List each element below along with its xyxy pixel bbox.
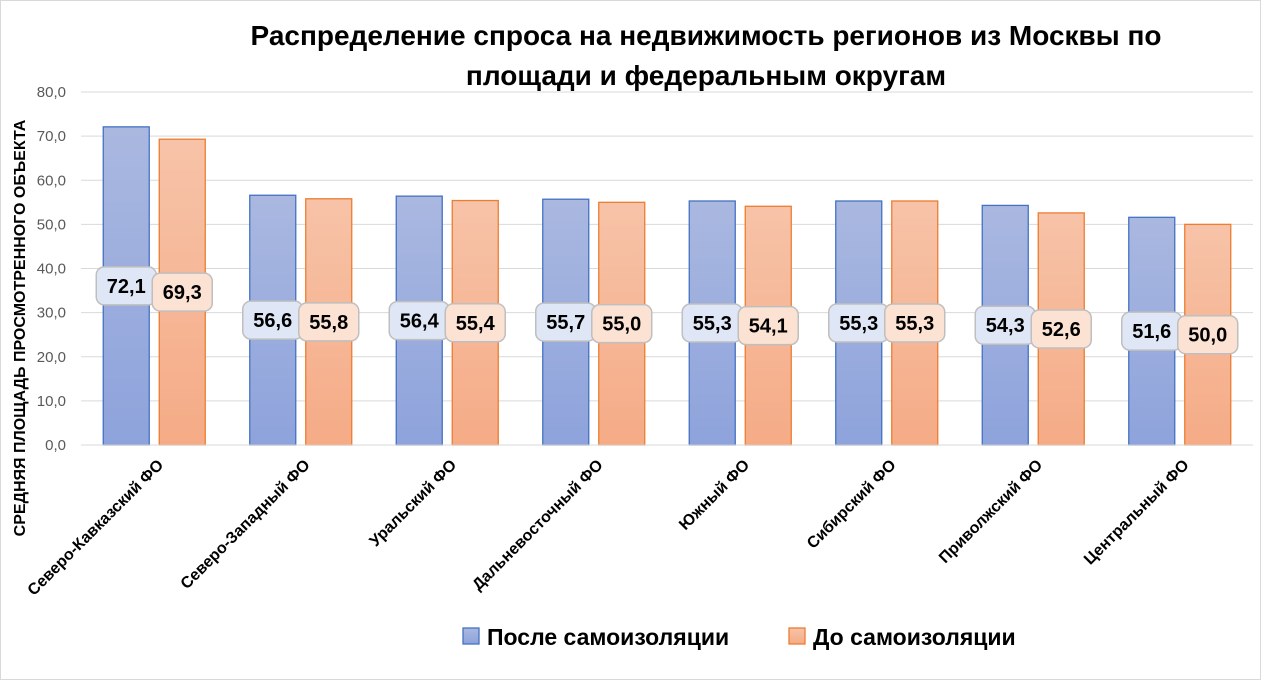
- y-tick-label: 30,0: [37, 305, 66, 322]
- y-axis-ticks: 0,0 10,0 20,0 30,0 40,0 50,0 60,0 70,0 80,0: [37, 84, 66, 454]
- data-labels: 72,1 69,3 56,6 55,8 56,4 55,4 55,7 55,0 55,3 54,1…: [95, 266, 1239, 355]
- data-label-box: [1177, 314, 1239, 355]
- bars: [102, 126, 1232, 446]
- data-label: 55,4: [456, 313, 496, 335]
- y-tick-label: 50,0: [37, 216, 66, 233]
- x-axis-ticks: Северо-Кавказский ФО Северо-Западный ФО Ур…: [25, 457, 1193, 599]
- data-label: 69,3: [163, 282, 202, 304]
- data-label-box: [884, 303, 946, 343]
- legend-label-after: После самоизоляции: [487, 624, 729, 650]
- legend-label-before: До самоизоляции: [813, 624, 1016, 650]
- data-label: 55,3: [895, 313, 934, 335]
- x-tick-label: Северо-Кавказский ФО: [25, 457, 167, 599]
- data-label: 72,1: [107, 276, 146, 298]
- data-label: 51,6: [1132, 321, 1171, 343]
- data-label: 55,3: [839, 313, 878, 335]
- x-tick-label: Уральский ФО: [367, 457, 460, 550]
- data-label-box: [444, 303, 506, 343]
- data-label: 56,4: [400, 311, 440, 333]
- data-label-box: [1030, 309, 1092, 349]
- x-tick-label: Южный ФО: [676, 457, 753, 534]
- y-axis-label: СРЕДНЯЯ ПЛОЩАДЬ ПРОСМОТРЕННОГО ОБЪЕКТА: [12, 119, 29, 536]
- data-label: 55,7: [546, 312, 585, 334]
- y-tick-label: 80,0: [37, 84, 66, 101]
- chart-title-line-2: площади и федеральным округам: [466, 60, 946, 91]
- x-tick-label: Дальневосточный ФО: [469, 457, 606, 594]
- legend-swatch-after: [462, 627, 480, 645]
- data-label: 55,3: [693, 313, 732, 335]
- y-tick-label: 20,0: [37, 349, 66, 366]
- x-tick-label: Сибирский ФО: [804, 457, 899, 552]
- x-tick-label: Северо-Западный ФО: [178, 457, 314, 593]
- legend-swatch-before: [788, 627, 806, 645]
- data-label: 52,6: [1042, 319, 1081, 341]
- data-label: 55,8: [309, 312, 348, 334]
- data-label: 56,6: [253, 310, 292, 332]
- data-label: 55,0: [602, 314, 641, 336]
- x-tick-label: Приволжский ФО: [936, 457, 1046, 567]
- legend: После самоизоляции До самоизоляции: [462, 624, 1016, 650]
- y-tick-label: 0,0: [45, 437, 66, 454]
- data-label-box: [737, 305, 799, 346]
- y-tick-label: 40,0: [37, 261, 66, 278]
- chart-title-line-1: Распределение спроса на недвижимость рег…: [251, 20, 1162, 51]
- data-label: 54,1: [749, 316, 788, 338]
- data-label: 50,0: [1188, 325, 1227, 347]
- y-tick-label: 70,0: [37, 128, 66, 145]
- data-label: 54,3: [986, 315, 1025, 337]
- data-label-box: [591, 303, 653, 344]
- data-label-box: [151, 272, 213, 312]
- data-label-box: [298, 302, 360, 342]
- y-tick-label: 10,0: [37, 393, 66, 410]
- y-tick-label: 60,0: [37, 172, 66, 189]
- x-tick-label: Центральный ФО: [1081, 457, 1192, 568]
